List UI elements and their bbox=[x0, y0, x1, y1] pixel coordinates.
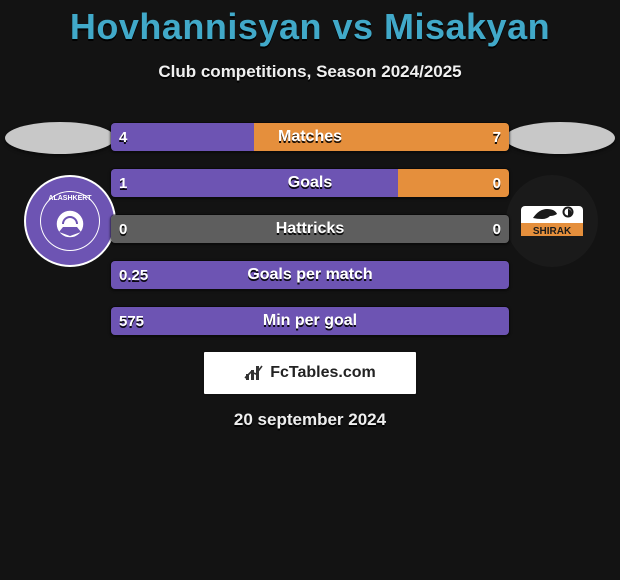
stat-value-right: 0 bbox=[485, 215, 509, 243]
stat-value-left: 1 bbox=[111, 169, 135, 197]
stat-row: 10Goals bbox=[110, 168, 510, 198]
stat-row: 575Min per goal bbox=[110, 306, 510, 336]
stat-bar-left bbox=[111, 261, 509, 289]
stat-row: 00Hattricks bbox=[110, 214, 510, 244]
header: Hovhannisyan vs Misakyan Club competitio… bbox=[0, 0, 620, 82]
stat-value-right: 7 bbox=[485, 123, 509, 151]
brand-footer: FcTables.com bbox=[202, 350, 418, 396]
stat-bar-right bbox=[254, 123, 509, 151]
shirak-badge-icon: SHIRAK bbox=[505, 174, 599, 268]
stat-value-left: 0.25 bbox=[111, 261, 156, 289]
team-badge-right: SHIRAK bbox=[505, 174, 599, 268]
brand-text: FcTables.com bbox=[270, 364, 376, 382]
stat-bar-right bbox=[310, 215, 509, 243]
stat-value-right: 0 bbox=[485, 169, 509, 197]
stat-value-left: 0 bbox=[111, 215, 135, 243]
svg-text:SHIRAK: SHIRAK bbox=[533, 226, 572, 237]
player-right-ellipse bbox=[505, 122, 615, 154]
page-title: Hovhannisyan vs Misakyan bbox=[0, 6, 620, 48]
stat-bar-left bbox=[111, 215, 310, 243]
page-subtitle: Club competitions, Season 2024/2025 bbox=[0, 62, 620, 82]
stat-row: 0.25Goals per match bbox=[110, 260, 510, 290]
svg-text:ALASHKERT: ALASHKERT bbox=[48, 195, 92, 202]
stat-value-left: 4 bbox=[111, 123, 135, 151]
stat-row: 47Matches bbox=[110, 122, 510, 152]
team-badge-left: ALASHKERT bbox=[23, 174, 117, 268]
stat-value-left: 575 bbox=[111, 307, 152, 335]
player-left-ellipse bbox=[5, 122, 115, 154]
alashkert-badge-icon: ALASHKERT bbox=[23, 174, 117, 268]
bar-chart-icon bbox=[244, 364, 264, 382]
stat-bars: 47Matches10Goals00Hattricks0.25Goals per… bbox=[110, 122, 510, 352]
footer-date: 20 september 2024 bbox=[0, 410, 620, 430]
stat-bar-left bbox=[111, 307, 509, 335]
stat-bar-left bbox=[111, 169, 398, 197]
